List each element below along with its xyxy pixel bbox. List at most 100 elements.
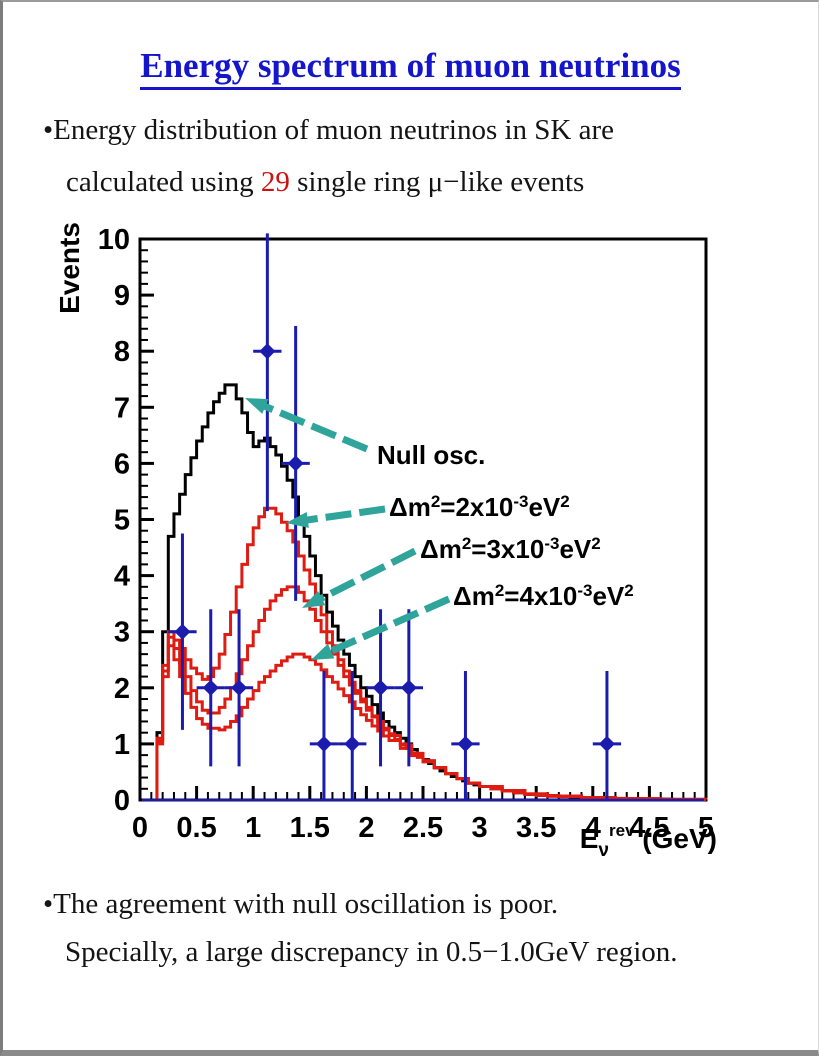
- label-dm2-2e-3-part: Δm: [389, 492, 431, 522]
- label-dm2-4e-3-arrowhead: [311, 643, 335, 660]
- data-marker: [344, 735, 361, 752]
- label-dm2-2e-3-part: 2: [560, 492, 569, 511]
- data-marker: [315, 735, 332, 752]
- y-tick-label: 2: [114, 673, 130, 705]
- x-tick-label: 3.5: [516, 812, 556, 844]
- label-dm2-2e-3: Δm2=2x10-3eV2: [389, 492, 570, 522]
- label-dm2-3e-3-part: Δm: [420, 534, 462, 564]
- label-dm2-2e-3-part: 2: [431, 492, 440, 511]
- data-point: [592, 670, 622, 800]
- data-marker: [400, 679, 417, 696]
- data-marker: [259, 343, 276, 360]
- data-marker: [231, 679, 248, 696]
- label-dm2-4e-3-part: Δm: [453, 581, 495, 611]
- data-marker: [372, 679, 389, 696]
- data-point: [309, 670, 339, 800]
- label-dm2-4e-3-part: -3: [577, 581, 592, 600]
- label-null-osc-arrow: [256, 400, 369, 453]
- data-points: [142, 233, 704, 802]
- x-tick-label: 4: [585, 812, 601, 844]
- x-tick-label: 2.5: [403, 812, 443, 844]
- x-tick-label: 4.5: [629, 812, 669, 844]
- bullet1-line2-post: single ring μ−like events: [289, 166, 585, 198]
- label-dm2-2e-3-arrowhead: [286, 511, 309, 528]
- y-tick-label: 3: [114, 617, 130, 649]
- y-tick-label: 7: [114, 392, 130, 424]
- y-tick-label: 8: [114, 336, 130, 368]
- x-tick-label: 0.5: [176, 812, 216, 844]
- axes: 0 1 2 3 4 5 6 7 8 9 10 0 0.5 1 1.5 2 2.5 3 3.5 4 4.5 5: [98, 224, 714, 844]
- data-marker: [287, 455, 304, 472]
- data-marker: [202, 679, 219, 696]
- label-dm2-3e-3-arrow: [312, 547, 417, 605]
- data-marker: [457, 735, 474, 752]
- y-tick-label: 10: [98, 224, 130, 256]
- x-tick-label: 5: [698, 812, 714, 844]
- label-dm2-4e-3-arrow: [322, 595, 451, 658]
- label-dm2-4e-3-part: =4x10: [504, 581, 577, 611]
- data-point: [366, 609, 395, 767]
- data-point: [224, 609, 254, 767]
- label-dm2-4e-3-part: 2: [495, 581, 504, 600]
- y-tick-label: 4: [114, 561, 130, 593]
- data-point: [168, 533, 197, 730]
- y-tick-label: 1: [114, 729, 130, 761]
- data-point: [253, 233, 282, 512]
- x-axis-title-part: (GeV): [635, 823, 717, 854]
- label-dm2-4e-3-part: 2: [624, 581, 633, 600]
- data-marker: [174, 623, 191, 640]
- bullet1-line2-pre: calculated using: [66, 166, 261, 198]
- page-title: Energy spectrum of muon neutrinos: [3, 46, 818, 90]
- label-dm2-3e-3-part: 2: [591, 534, 600, 553]
- x-tick-label: 1.5: [290, 812, 330, 844]
- x-tick-label: 0: [132, 812, 148, 844]
- x-axis-title-part: ν: [598, 840, 609, 861]
- label-null-osc: Null osc.: [377, 440, 485, 470]
- x-tick-label: 1: [245, 812, 261, 844]
- dm2-4e-3-histogram: [155, 644, 708, 801]
- label-dm2-4e-3-part: eV: [592, 581, 624, 611]
- y-tick-label: 5: [114, 505, 130, 537]
- y-axis-title: Events: [54, 222, 85, 314]
- bullet2-line1: •The agreement with null oscillation is …: [43, 888, 558, 921]
- y-tick-label: 0: [114, 785, 130, 817]
- bullet1-line1: •Energy distribution of muon neutrinos i…: [43, 114, 614, 147]
- data-marker: [598, 735, 615, 752]
- data-point: [338, 670, 367, 800]
- label-dm2-3e-3-part: -3: [544, 534, 559, 553]
- label-dm2-2e-3-part: -3: [513, 492, 528, 511]
- data-point: [196, 609, 225, 767]
- x-tick-label: 3: [472, 812, 488, 844]
- label-dm2-2e-3-part: eV: [528, 492, 560, 522]
- bullet2-marker: •: [43, 888, 54, 920]
- x-axis-title: Eνrev (GeV): [580, 821, 717, 861]
- bullet2-line2: Specially, a large discrepancy in 0.5−1.…: [65, 936, 678, 969]
- data-point: [394, 609, 423, 767]
- x-axis-title-part: rev: [609, 821, 635, 840]
- page-title-text: Energy spectrum of muon neutrinos: [140, 46, 681, 90]
- energy-spectrum-chart: 0 1 2 3 4 5 6 7 8 9 10 0 0.5 1 1.5 2 2.5 3 3.5 4 4.5 5 Events E…: [54, 222, 717, 861]
- y-tick-label: 6: [114, 448, 130, 480]
- events-count: 29: [260, 166, 290, 198]
- data-point: [281, 325, 310, 601]
- x-axis-title-part: E: [580, 823, 599, 854]
- label-null-osc-arrowhead: [245, 398, 269, 414]
- label-dm2-2e-3-part: =2x10: [440, 492, 513, 522]
- label-dm2-3e-3-part: =3x10: [471, 534, 544, 564]
- bullet2-line1-text: The agreement with null oscillation is p…: [53, 888, 559, 920]
- label-dm2-4e-3: Δm2=4x10-3eV2: [453, 581, 634, 611]
- x-tick-label: 2: [358, 812, 374, 844]
- bullet1-line1-text: Energy distribution of muon neutrinos in…: [53, 114, 615, 146]
- label-dm2-3e-3-arrowhead: [302, 590, 326, 608]
- label-dm2-2e-3-arrow: [299, 505, 386, 525]
- bullet2-line2-text: Specially, a large discrepancy in 0.5−1.…: [65, 936, 678, 968]
- bullet1-marker: •: [43, 114, 54, 146]
- label-dm2-3e-3-part: eV: [559, 534, 591, 564]
- data-point: [451, 670, 480, 800]
- y-tick-label: 9: [114, 280, 130, 312]
- label-null-osc-part: Null osc.: [377, 440, 485, 470]
- label-dm2-3e-3-part: 2: [462, 534, 471, 553]
- bullet1-line2: calculated using 29 single ring μ−like e…: [66, 166, 584, 199]
- label-dm2-3e-3: Δm2=3x10-3eV2: [420, 534, 601, 564]
